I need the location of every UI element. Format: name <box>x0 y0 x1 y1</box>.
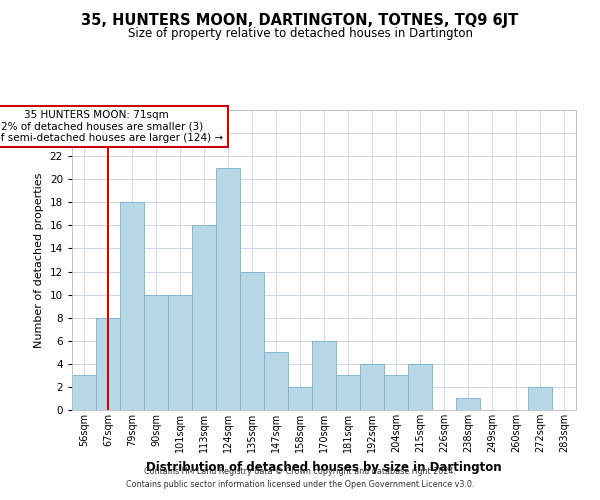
Text: Contains public sector information licensed under the Open Government Licence v3: Contains public sector information licen… <box>126 480 474 489</box>
Text: Contains HM Land Registry data © Crown copyright and database right 2024.: Contains HM Land Registry data © Crown c… <box>144 467 456 476</box>
Bar <box>457 398 479 410</box>
Bar <box>145 294 167 410</box>
Bar <box>241 272 263 410</box>
Bar <box>121 202 143 410</box>
Text: Size of property relative to detached houses in Dartington: Size of property relative to detached ho… <box>128 28 473 40</box>
Bar <box>409 364 431 410</box>
Bar <box>169 294 191 410</box>
Text: 35 HUNTERS MOON: 71sqm
← 2% of detached houses are smaller (3)
98% of semi-detac: 35 HUNTERS MOON: 71sqm ← 2% of detached … <box>0 110 224 143</box>
Bar <box>97 318 119 410</box>
Bar <box>217 168 239 410</box>
Bar <box>289 387 311 410</box>
Bar <box>361 364 383 410</box>
Bar <box>73 376 95 410</box>
Bar <box>385 376 407 410</box>
Bar <box>313 341 335 410</box>
Bar <box>193 226 215 410</box>
Text: 35, HUNTERS MOON, DARTINGTON, TOTNES, TQ9 6JT: 35, HUNTERS MOON, DARTINGTON, TOTNES, TQ… <box>82 12 518 28</box>
Bar <box>529 387 551 410</box>
Y-axis label: Number of detached properties: Number of detached properties <box>34 172 44 348</box>
Bar <box>265 352 287 410</box>
Bar <box>337 376 359 410</box>
X-axis label: Distribution of detached houses by size in Dartington: Distribution of detached houses by size … <box>146 460 502 473</box>
